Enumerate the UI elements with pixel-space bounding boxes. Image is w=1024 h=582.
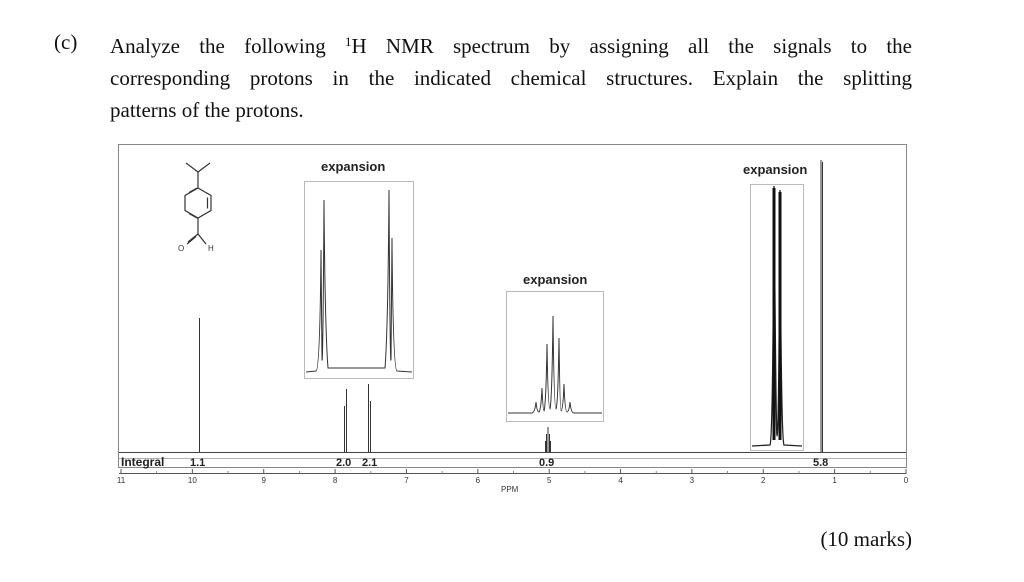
expansion-methine [506, 291, 604, 422]
axis-tick-label: 7 [404, 476, 409, 485]
axis-tick-label: 10 [188, 476, 197, 485]
question-label: (c) [54, 30, 78, 54]
question-line-2: corresponding protons in the indicated c… [110, 66, 912, 90]
expansion-label-methyl: expansion [743, 162, 807, 177]
integral-aldehyde: 1.1 [190, 457, 205, 469]
integral-aromatic-b: 2.1 [362, 457, 377, 469]
axis-tick-label: 11 [117, 476, 126, 485]
question-text: Analyze the following 1H NMR spectrum by… [110, 30, 912, 126]
axis-tick-label: 5 [547, 476, 552, 485]
axis-unit-label: PPM [501, 485, 519, 494]
axis-tick-label: 4 [618, 476, 623, 485]
axis-tick-label: 8 [333, 476, 338, 485]
axis-tick-label: 1 [832, 476, 837, 485]
expansion-methyl [750, 184, 804, 451]
marks-label: (10 marks) [820, 527, 912, 551]
ppm-axis: 11 10 9 8 7 6 5 4 3 2 1 0 [117, 469, 909, 485]
structure-o-label: O [178, 244, 184, 253]
peak-group [199, 160, 823, 452]
integral-methyl: 5.8 [813, 457, 828, 469]
integral-methine: 0.9 [539, 457, 554, 469]
structure-h-label: H [208, 244, 214, 253]
structure-drawing [184, 162, 212, 245]
spectrum-frame [118, 144, 907, 468]
integral-aromatic-a: 2.0 [336, 457, 351, 469]
axis-tick-label: 3 [690, 476, 695, 485]
expansion-label-aromatic: expansion [321, 159, 385, 174]
integral-row-label: Integral [121, 455, 164, 469]
axis-tick-label: 9 [262, 476, 267, 485]
axis-tick-label: 0 [904, 476, 909, 485]
axis-tick-label: 2 [761, 476, 766, 485]
expansion-label-methine: expansion [523, 272, 587, 287]
expansion-aromatic [304, 181, 414, 379]
question-line-1: Analyze the following 1H NMR spectrum by… [110, 34, 912, 58]
question-line-3: patterns of the protons. [110, 98, 304, 122]
axis-tick-label: 6 [476, 476, 481, 485]
